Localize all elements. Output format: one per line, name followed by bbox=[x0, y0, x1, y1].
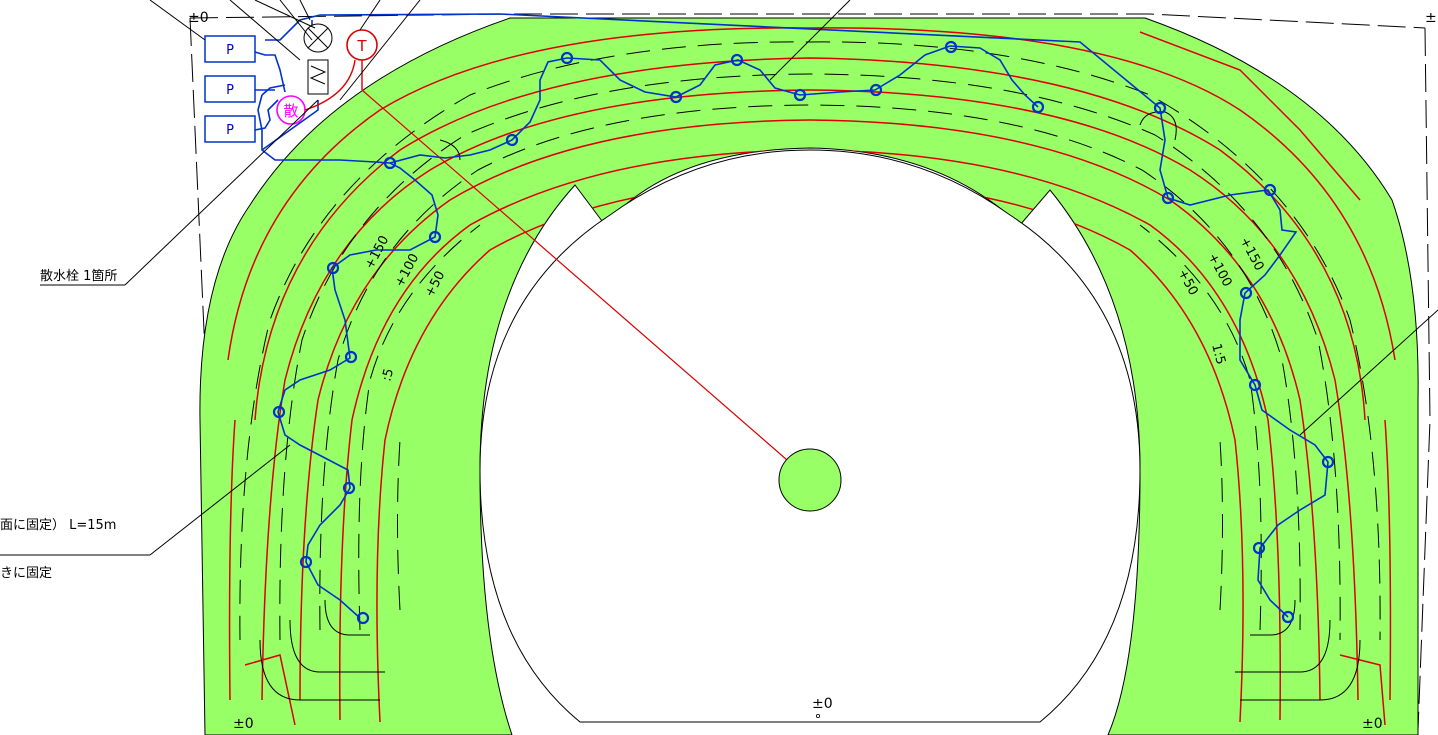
pump-boxes: P P P bbox=[204, 35, 256, 143]
filter-icon bbox=[307, 59, 329, 95]
sprinkler-head bbox=[1161, 191, 1175, 205]
sprinkler-head bbox=[344, 350, 358, 364]
tank-symbol: T bbox=[304, 29, 378, 111]
sprinkler-head bbox=[560, 51, 574, 65]
slope-label-right: 1:5 bbox=[1208, 342, 1228, 366]
edge-curves bbox=[259, 111, 1361, 701]
tank-label: T bbox=[356, 37, 367, 55]
hydrant-label: 散 bbox=[283, 102, 298, 120]
valve-icon bbox=[303, 23, 333, 53]
sprinkler-head bbox=[944, 40, 958, 54]
hydrant-note: 散水栓 1箇所 bbox=[40, 268, 117, 284]
sprinkler-head bbox=[1321, 455, 1335, 469]
sprinkler-head bbox=[1252, 541, 1266, 555]
elev-bottom-left: ±0 bbox=[233, 716, 254, 732]
elev-center-bottom: ±0 bbox=[812, 696, 833, 712]
sprinkler-head bbox=[1239, 286, 1253, 300]
elev-bottom-right: ±0 bbox=[1362, 716, 1383, 732]
pump-box bbox=[204, 115, 256, 143]
sprinkler-head bbox=[1031, 100, 1045, 114]
center-mark bbox=[778, 448, 842, 512]
leader-lines bbox=[0, 0, 1438, 556]
sprinkler-head bbox=[1263, 183, 1277, 197]
sprinkler-head bbox=[383, 156, 397, 170]
irrigation-pipe bbox=[254, 13, 1329, 619]
elev-point bbox=[816, 714, 821, 719]
sprinkler-head bbox=[793, 88, 807, 102]
pump-label: P bbox=[226, 43, 234, 58]
sprinkler-head bbox=[505, 133, 519, 147]
pump-label: P bbox=[226, 83, 234, 98]
arena-outline bbox=[479, 149, 1141, 723]
sprinkler-head bbox=[299, 555, 313, 569]
sprinkler-head bbox=[669, 90, 683, 104]
sprinkler-head bbox=[1153, 101, 1167, 115]
sprinkler-head bbox=[326, 261, 340, 275]
sprinkler-head bbox=[428, 230, 442, 244]
hose-note: 面に固定） L=15m bbox=[0, 518, 116, 533]
elev-top-left: ±0 bbox=[188, 10, 209, 26]
fixing-note: きに固定 bbox=[0, 566, 52, 581]
pump-box bbox=[204, 75, 256, 103]
slope-label-left: :5 bbox=[379, 367, 397, 383]
slope-dash-lines bbox=[239, 41, 1381, 641]
radius-leader bbox=[361, 89, 842, 512]
hydrant-symbol: 散 bbox=[276, 95, 306, 125]
pump-box bbox=[204, 35, 256, 63]
sprinkler-heads bbox=[272, 40, 1335, 625]
sprinkler-head bbox=[1248, 378, 1262, 392]
contour-lines bbox=[227, 27, 1396, 726]
sprinkler-head bbox=[356, 611, 370, 625]
sprinkler-head bbox=[869, 83, 883, 97]
sprinkler-head bbox=[272, 405, 286, 419]
pump-label: P bbox=[226, 123, 234, 138]
sprinkler-head bbox=[342, 481, 356, 495]
sprinkler-head bbox=[730, 53, 744, 67]
elev-top-right: ± bbox=[1425, 10, 1437, 26]
sprinkler-head bbox=[1281, 610, 1295, 624]
